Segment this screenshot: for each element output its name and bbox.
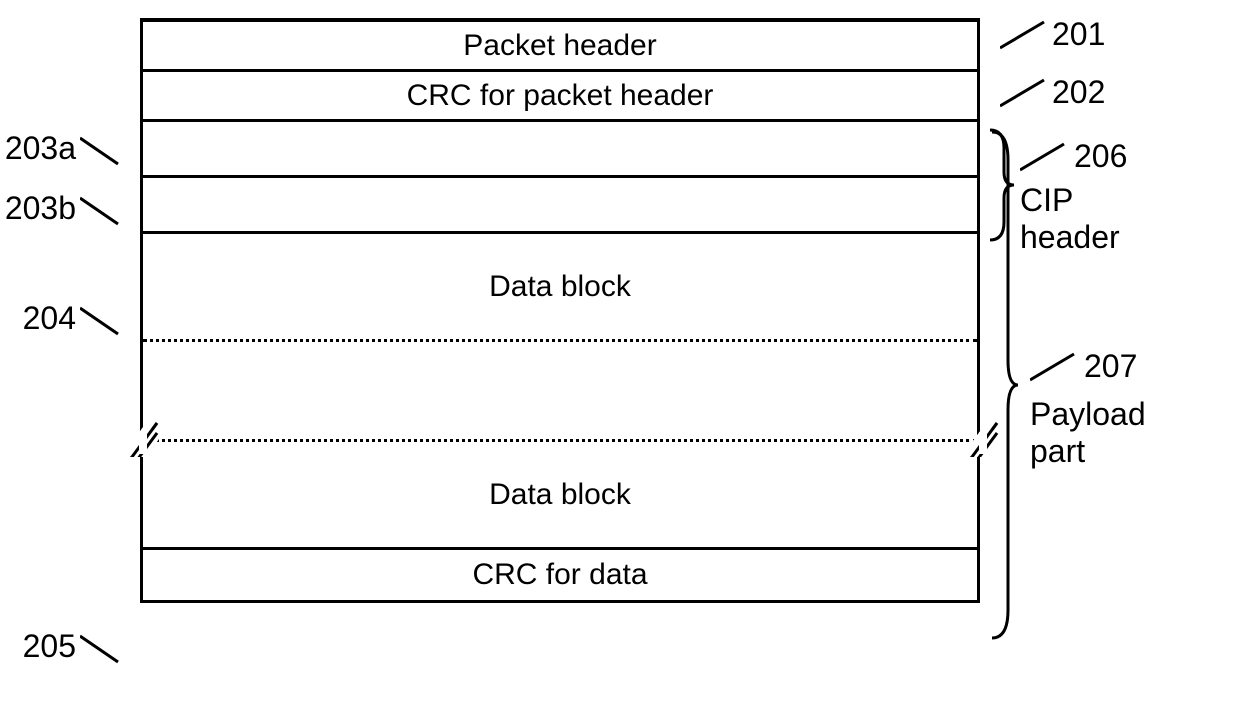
label-201-text: 201 xyxy=(1052,16,1105,53)
lead-line-icon xyxy=(80,298,120,338)
label-207-caption: Payload part xyxy=(1030,396,1146,470)
lead-line-icon xyxy=(1030,348,1078,386)
label-205-text: 205 xyxy=(23,628,76,665)
label-206-group: 206 CIP header xyxy=(1020,138,1127,256)
row-crc-data-text: CRC for data xyxy=(472,558,647,592)
break-mask-left xyxy=(139,432,147,454)
label-203a-text: 203a xyxy=(5,130,76,167)
row-gap xyxy=(143,342,977,442)
label-204-text: 204 xyxy=(23,300,76,337)
row-cip-a xyxy=(143,122,977,178)
label-202-text: 202 xyxy=(1052,74,1105,111)
label-207-text: 207 xyxy=(1084,348,1137,385)
label-203b-text: 203b xyxy=(5,190,76,227)
row-crc-data: CRC for data xyxy=(143,550,977,600)
packet-box: Packet header CRC for packet header Data… xyxy=(140,18,980,603)
row-data-block-top-text: Data block xyxy=(489,270,631,304)
row-packet-header: Packet header xyxy=(143,22,977,72)
lead-line-icon xyxy=(80,128,120,168)
lead-line-icon xyxy=(1000,16,1048,56)
row-data-block-bottom: Data block xyxy=(143,442,977,550)
row-packet-header-text: Packet header xyxy=(463,29,656,63)
row-crc-header: CRC for packet header xyxy=(143,72,977,122)
lead-line-icon xyxy=(80,626,120,666)
label-203b: 203b xyxy=(5,188,120,228)
lead-line-icon xyxy=(80,188,120,228)
label-206-caption: CIP header xyxy=(1020,182,1127,256)
row-crc-header-text: CRC for packet header xyxy=(407,79,714,113)
label-201: 201 xyxy=(1000,16,1105,56)
packet-structure-diagram: 203a 203b 204 205 201 202 206 CIP header xyxy=(140,18,980,603)
label-203a: 203a xyxy=(5,128,120,168)
label-204: 204 xyxy=(23,298,120,338)
label-207-group: 207 Payload part xyxy=(1030,348,1146,470)
lead-line-icon xyxy=(1020,138,1068,176)
row-cip-b xyxy=(143,178,977,234)
label-206-text: 206 xyxy=(1074,138,1127,175)
label-205: 205 xyxy=(23,626,120,666)
break-mask-right xyxy=(979,432,987,454)
row-data-block-top: Data block xyxy=(143,234,977,342)
label-202: 202 xyxy=(1000,74,1105,114)
lead-line-icon xyxy=(1000,74,1048,114)
brace-payload-icon xyxy=(986,130,1020,640)
row-data-block-bottom-text: Data block xyxy=(489,478,631,512)
